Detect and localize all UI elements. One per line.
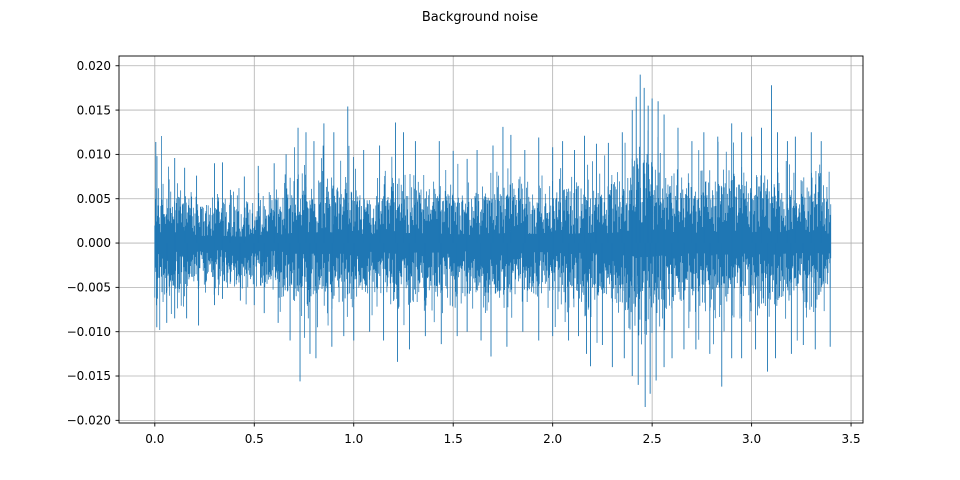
y-tick-label: 0.000 bbox=[77, 236, 111, 250]
axis-ticks bbox=[115, 65, 852, 427]
chart-title: Background noise bbox=[422, 10, 538, 25]
axis-tick-labels: 0.0 0.5 1.0 1.5 2.0 2.5 3.0 3.5 −0.020 −0.015 −0.0… bbox=[67, 59, 861, 446]
plot-area: 0.0 0.5 1.0 1.5 2.0 2.5 3.0 3.5 −0.020 −0.015 −0.0… bbox=[67, 55, 864, 446]
x-tick-label: 3.5 bbox=[842, 432, 861, 446]
axis-frame bbox=[118, 55, 864, 424]
waveform-spikes-path bbox=[155, 74, 831, 408]
y-tick-label: 0.005 bbox=[77, 192, 111, 206]
y-tick-label: 0.020 bbox=[77, 59, 111, 73]
x-tick-label: 0.0 bbox=[145, 432, 164, 446]
x-tick-label: 3.0 bbox=[742, 432, 761, 446]
y-tick-label: 0.010 bbox=[77, 148, 111, 162]
y-tick-label: −0.015 bbox=[67, 369, 111, 383]
y-tick-label: −0.010 bbox=[67, 325, 111, 339]
x-tick-label: 2.5 bbox=[643, 432, 662, 446]
x-tick-label: 2.0 bbox=[543, 432, 562, 446]
x-tick-label: 0.5 bbox=[245, 432, 264, 446]
y-tick-label: 0.015 bbox=[77, 103, 111, 117]
y-tick-label: −0.005 bbox=[67, 281, 111, 295]
y-tick-label: −0.020 bbox=[67, 414, 111, 428]
x-tick-label: 1.5 bbox=[444, 432, 463, 446]
x-tick-label: 1.0 bbox=[344, 432, 363, 446]
